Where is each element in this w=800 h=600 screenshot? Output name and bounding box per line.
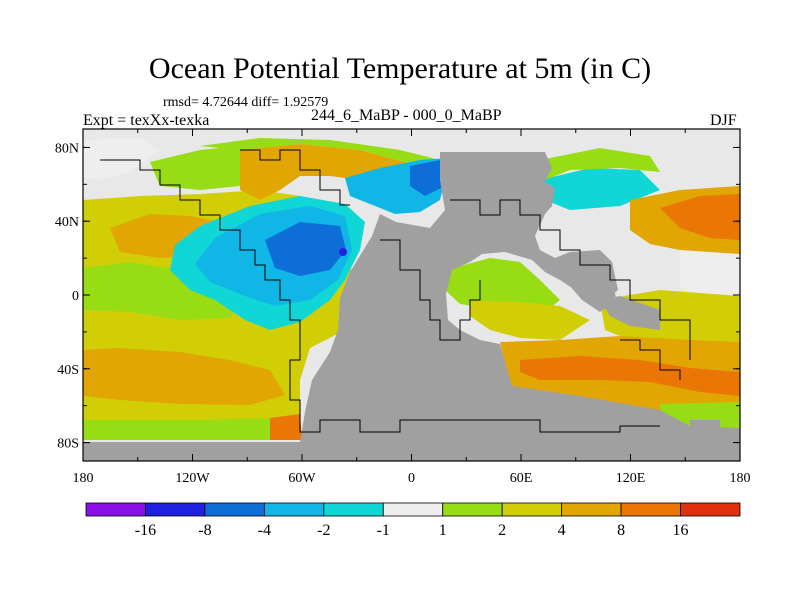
- lat-tick-label: 0: [72, 289, 79, 304]
- land-mass: [83, 152, 740, 461]
- colorbar-label: 4: [558, 522, 566, 539]
- lon-tick-label: 0: [408, 471, 415, 486]
- field-yellow-east-mid: [470, 300, 590, 340]
- coastlines: [100, 149, 691, 433]
- field-darkorange-south: [520, 356, 740, 396]
- colorbar-box: [323, 502, 384, 517]
- coast-australia: [620, 339, 681, 380]
- lat-tick-label: 80S: [57, 437, 79, 452]
- lon-tick-label: 120E: [616, 471, 646, 486]
- field-green-east-north: [540, 148, 660, 180]
- field-blue-cool: [265, 222, 346, 276]
- colorbar-box: [501, 502, 563, 517]
- field-green-north-band: [200, 138, 445, 172]
- latitude-axis: 80N 40N 0 40S 80S: [55, 141, 740, 452]
- field-green-tropics: [83, 262, 240, 320]
- field-blue-north: [410, 160, 445, 196]
- field-darkblue-spot: [339, 248, 347, 256]
- colorbar-label: 16: [673, 522, 689, 539]
- lat-tick-label: 40N: [55, 215, 79, 230]
- field-white-east: [680, 250, 740, 300]
- land-south-east: [600, 296, 660, 330]
- colorbar-box: [204, 502, 265, 517]
- season-label: DJF: [710, 112, 737, 129]
- field-green-south-west: [83, 418, 270, 440]
- field-green-east-tropics: [445, 258, 560, 312]
- colorbar-box: [85, 502, 146, 517]
- coast-africa: [380, 239, 481, 341]
- colorbar-box: [145, 502, 206, 517]
- lon-tick-label: 180: [73, 471, 94, 486]
- experiment-label: Expt = texXx-texka: [83, 112, 210, 129]
- field-orange-pacific-south: [83, 348, 285, 405]
- colorbar-box: [680, 502, 741, 517]
- colorbar-label: 8: [617, 522, 625, 539]
- colorbar-label: -1: [377, 522, 390, 539]
- longitude-axis: 180 120W 60W 0 60E 120E 180: [73, 129, 751, 486]
- map-field: [83, 129, 740, 461]
- field-orange-south-west: [270, 414, 302, 440]
- colorbar-label: -4: [258, 522, 271, 539]
- coast-americas: [100, 159, 660, 433]
- colorbar-box: [382, 502, 444, 517]
- lat-tick-label: 80N: [55, 141, 79, 156]
- colorbar-label: -8: [198, 522, 211, 539]
- map-title: Ocean Potential Temperature at 5m (in C): [148, 52, 652, 85]
- difference-label: 244_6_MaBP - 000_0_MaBP: [311, 107, 502, 124]
- colorbar-box: [620, 502, 681, 517]
- field-white-arctic: [83, 138, 160, 180]
- land-island: [690, 420, 720, 448]
- colorbar-label: 1: [439, 522, 447, 539]
- lon-tick-label: 180: [730, 471, 751, 486]
- coast-eurasia: [450, 199, 691, 360]
- lat-tick-label: 40S: [57, 363, 79, 378]
- colorbar-label: -2: [317, 522, 330, 539]
- colorbar-box: [442, 502, 503, 517]
- colorbar-box: [561, 502, 622, 517]
- rmsd-diff-stats: rmsd= 4.72644 diff= 1.92579: [163, 95, 329, 110]
- colorbar: -16 -8 -4 -2 -1 1 2 4 8 16: [85, 502, 741, 539]
- lon-tick-label: 120W: [175, 471, 210, 486]
- field-cyan-east: [540, 168, 660, 210]
- field-darkorange-east-north: [660, 194, 740, 240]
- colorbar-label: 2: [498, 522, 506, 539]
- lon-tick-label: 60E: [510, 471, 533, 486]
- colorbar-box: [263, 502, 325, 517]
- lon-tick-label: 60W: [288, 471, 316, 486]
- colorbar-label: -16: [135, 522, 156, 539]
- coast-north-america: [240, 149, 350, 206]
